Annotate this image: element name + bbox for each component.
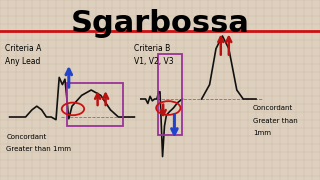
Text: Sgarbossa: Sgarbossa — [71, 9, 249, 38]
Text: V1, V2, V3: V1, V2, V3 — [134, 57, 174, 66]
Text: Concordant: Concordant — [6, 134, 47, 140]
Text: Criteria A: Criteria A — [5, 44, 41, 53]
Bar — [67, 83, 123, 126]
Text: Criteria B: Criteria B — [134, 44, 171, 53]
Text: Concordant: Concordant — [253, 105, 293, 111]
Bar — [158, 54, 182, 135]
Text: Any Lead: Any Lead — [5, 57, 40, 66]
Text: Greater than: Greater than — [253, 118, 298, 124]
Text: Greater than 1mm: Greater than 1mm — [6, 146, 71, 152]
Text: 1mm: 1mm — [253, 130, 271, 136]
